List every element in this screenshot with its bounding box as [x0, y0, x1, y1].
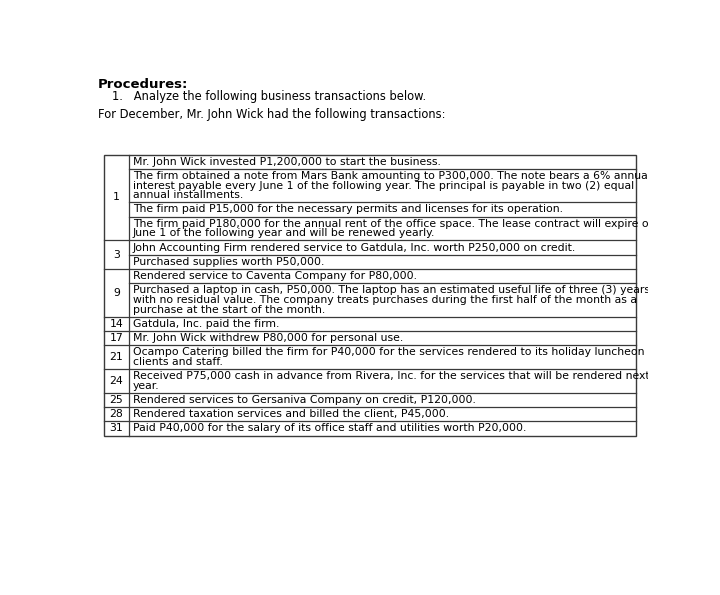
- Text: 31: 31: [109, 424, 123, 434]
- Text: Rendered service to Caventa Company for P80,000.: Rendered service to Caventa Company for …: [132, 271, 417, 281]
- Text: 1: 1: [113, 193, 120, 202]
- Text: purchase at the start of the month.: purchase at the start of the month.: [132, 305, 325, 315]
- Text: 1.   Analyze the following business transactions below.: 1. Analyze the following business transa…: [112, 90, 426, 103]
- Text: Rendered taxation services and billed the client, P45,000.: Rendered taxation services and billed th…: [132, 409, 449, 419]
- Text: The firm paid P15,000 for the necessary permits and licenses for its operation.: The firm paid P15,000 for the necessary …: [132, 205, 562, 214]
- Text: Rendered services to Gersaniva Company on credit, P120,000.: Rendered services to Gersaniva Company o…: [132, 395, 475, 405]
- Text: year.: year.: [132, 381, 159, 391]
- Text: 28: 28: [109, 409, 123, 419]
- Text: John Accounting Firm rendered service to Gatdula, Inc. worth P250,000 on credit.: John Accounting Firm rendered service to…: [132, 243, 576, 252]
- Text: Mr. John Wick invested P1,200,000 to start the business.: Mr. John Wick invested P1,200,000 to sta…: [132, 156, 441, 167]
- Text: The firm obtained a note from Mars Bank amounting to P300,000. The note bears a : The firm obtained a note from Mars Bank …: [132, 171, 650, 181]
- Text: 14: 14: [109, 319, 123, 329]
- Text: interest payable every June 1 of the following year. The principal is payable in: interest payable every June 1 of the fol…: [132, 180, 634, 190]
- Text: with no residual value. The company treats purchases during the first half of th: with no residual value. The company trea…: [132, 295, 636, 305]
- Text: Paid P40,000 for the salary of its office staff and utilities worth P20,000.: Paid P40,000 for the salary of its offic…: [132, 424, 526, 434]
- Text: Gatdula, Inc. paid the firm.: Gatdula, Inc. paid the firm.: [132, 319, 279, 329]
- Text: June 1 of the following year and will be renewed yearly.: June 1 of the following year and will be…: [132, 228, 435, 238]
- Text: 3: 3: [113, 250, 120, 259]
- Text: 24: 24: [109, 376, 123, 386]
- Text: 21: 21: [109, 352, 123, 362]
- Text: annual installments.: annual installments.: [132, 190, 243, 200]
- Text: 9: 9: [113, 288, 120, 298]
- Text: Ocampo Catering billed the firm for P40,000 for the services rendered to its hol: Ocampo Catering billed the firm for P40,…: [132, 347, 662, 357]
- Text: Purchased a laptop in cash, P50,000. The laptop has an estimated useful life of : Purchased a laptop in cash, P50,000. The…: [132, 285, 653, 295]
- Text: clients and staff.: clients and staff.: [132, 357, 222, 367]
- Text: Mr. John Wick withdrew P80,000 for personal use.: Mr. John Wick withdrew P80,000 for perso…: [132, 333, 403, 343]
- Text: The firm paid P180,000 for the annual rent of the office space. The lease contra: The firm paid P180,000 for the annual re…: [132, 219, 655, 228]
- Bar: [104, 155, 636, 436]
- Text: Purchased supplies worth P50,000.: Purchased supplies worth P50,000.: [132, 257, 324, 267]
- Text: Procedures:: Procedures:: [98, 77, 188, 90]
- Text: For December, Mr. John Wick had the following transactions:: For December, Mr. John Wick had the foll…: [98, 108, 445, 121]
- Text: Received P75,000 cash in advance from Rivera, Inc. for the services that will be: Received P75,000 cash in advance from Ri…: [132, 371, 649, 381]
- Text: 25: 25: [109, 395, 123, 405]
- Text: 17: 17: [109, 333, 123, 343]
